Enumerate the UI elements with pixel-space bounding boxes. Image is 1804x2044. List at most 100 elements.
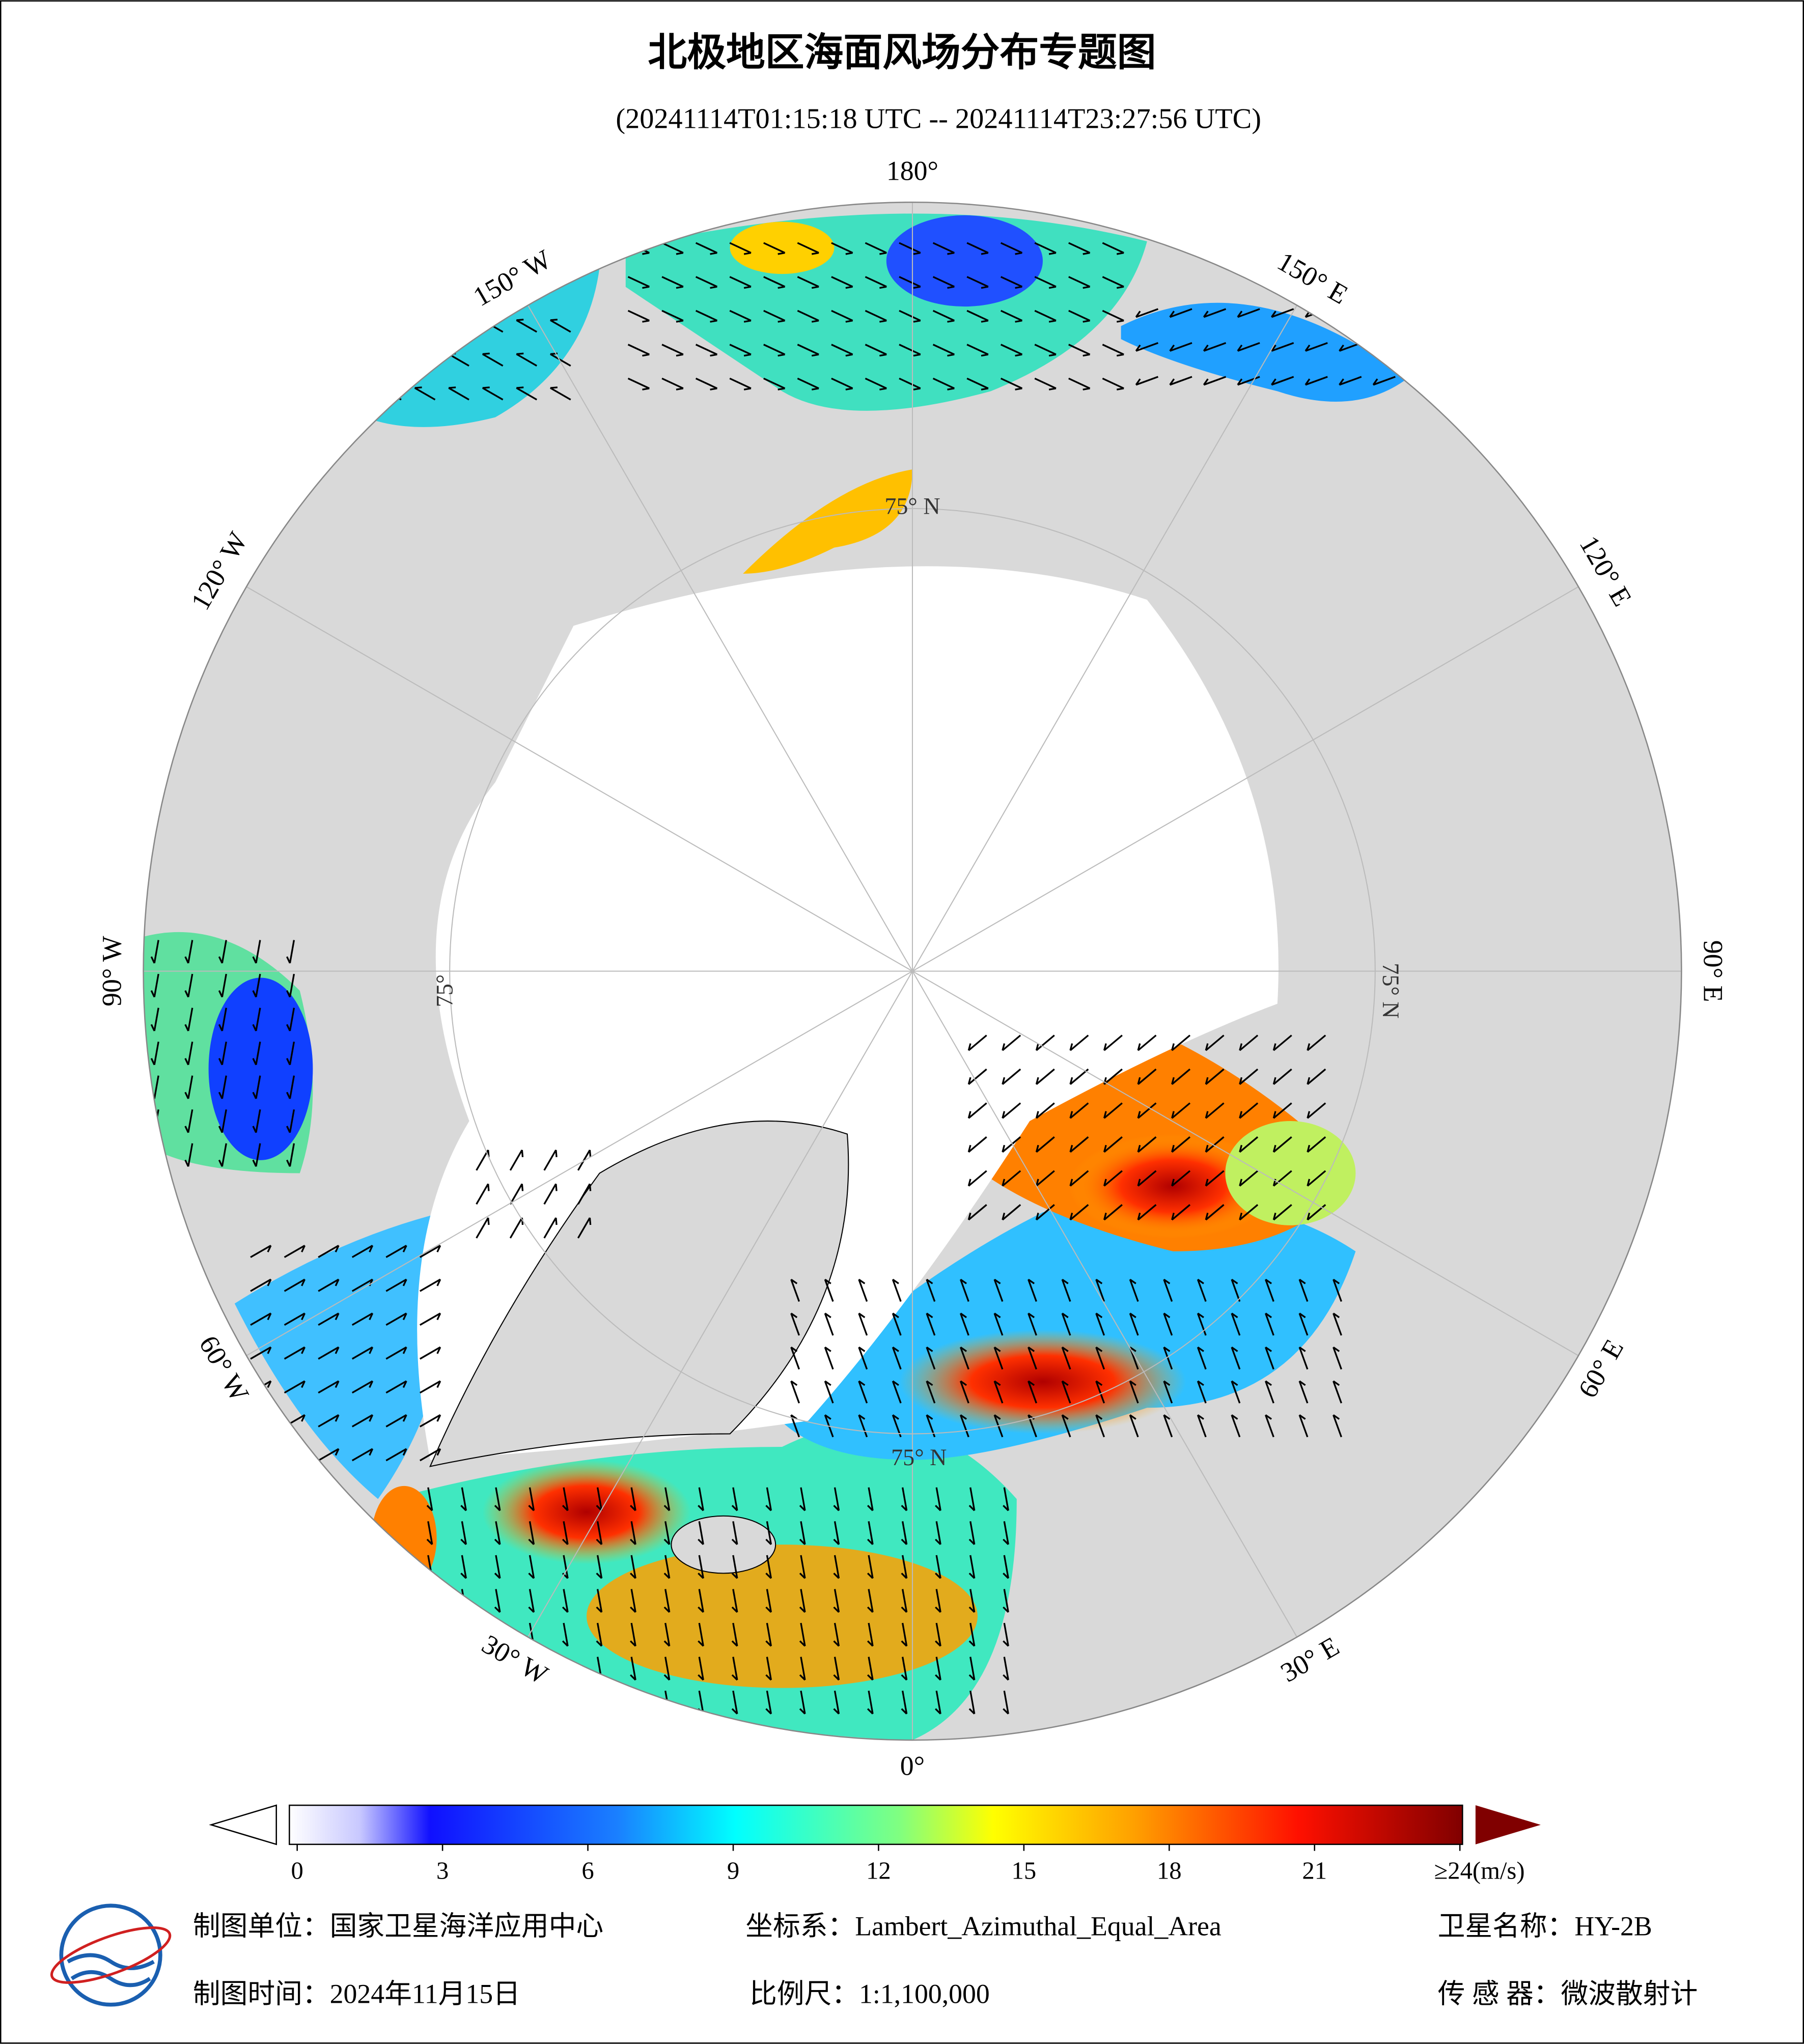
wind-arrow [1002, 1068, 1021, 1085]
wind-arrow [630, 1521, 636, 1545]
wind-arrow [1103, 1170, 1123, 1187]
wind-arrow [901, 1589, 908, 1613]
wind-arrow [1171, 1034, 1191, 1051]
meridian [912, 305, 1298, 972]
meridian [912, 971, 1298, 1638]
wind-arrow [1231, 1346, 1241, 1370]
wind-arrow [799, 1657, 806, 1681]
wind-arrow [1069, 1068, 1089, 1085]
wind-arrow [1135, 376, 1158, 386]
wind-arrow [790, 1380, 800, 1404]
wind-arrow [562, 1555, 569, 1579]
wind-arrow [1068, 377, 1091, 390]
wind-arrow [1272, 1102, 1292, 1119]
wind-arrow [695, 310, 718, 323]
wind-arrow [731, 1555, 738, 1579]
wind-arrow [1270, 376, 1294, 386]
wind-arrow [967, 1034, 987, 1051]
wind-arrow [448, 386, 469, 401]
wind-arrow [318, 1346, 340, 1360]
wind-arrow [765, 1622, 772, 1647]
wind-arrow [1068, 276, 1091, 289]
wind-arrow [562, 1521, 569, 1545]
wind-arrow [1203, 342, 1227, 352]
lat-label: 75° N [1378, 963, 1404, 1018]
wind-arrow [932, 276, 955, 289]
wind-arrow [867, 1690, 874, 1715]
footer-sensor: 传 感 器：微波散射计 [1438, 1979, 1698, 2009]
wind-arrow [284, 1346, 306, 1360]
wind-arrow [150, 1007, 159, 1031]
map-title: 北极地区海面风场分布专题图 [648, 30, 1156, 75]
wind-arrow [218, 973, 227, 998]
wind-arrow [543, 1217, 558, 1239]
wind-arrow [824, 1380, 834, 1404]
wind-arrow [1102, 377, 1124, 390]
map-border [143, 201, 1682, 1741]
map-subtitle: (20241114T01:15:18 UTC -- 20241114T23:27… [616, 103, 1261, 134]
wind-arrow [966, 344, 989, 357]
greenland [429, 1121, 849, 1467]
wind-arrow [1035, 1034, 1055, 1051]
wind-arrow [1264, 1414, 1274, 1438]
lat-label: 75° [432, 974, 458, 1007]
wind-arrow [867, 1622, 874, 1647]
wind-arrow [1002, 1136, 1021, 1153]
wind-arrow [482, 386, 504, 401]
wind-arrow [892, 1380, 902, 1404]
wind-arrow [968, 1690, 976, 1715]
colorbar-tick-label: 12 [866, 1857, 891, 1884]
wind-arrow [494, 1555, 501, 1579]
wind-arrow [932, 242, 955, 255]
wind-arrow [1137, 1204, 1157, 1221]
wind-arrow [184, 1007, 193, 1031]
wind-arrow [562, 1589, 569, 1613]
wind-arrow [968, 1622, 976, 1647]
footer-date: 制图时间：2024年11月15日 [193, 1979, 520, 2009]
wind-arrow [797, 242, 819, 255]
wind-arrow [1003, 1622, 1009, 1647]
wind-arrow [867, 1589, 874, 1613]
wind-arrow [252, 1109, 261, 1133]
wind-arrow [1307, 1204, 1326, 1221]
colorbar-bar [289, 1804, 1463, 1845]
wind-arrows [150, 242, 1396, 1715]
wind-arrow [596, 1487, 603, 1511]
wind-arrow [1270, 342, 1294, 352]
wind-arrow [630, 1622, 636, 1647]
map-body [143, 202, 1682, 1741]
wind-arrow [901, 1622, 908, 1647]
wind-arrow [250, 1346, 272, 1360]
wind-arrow [460, 1555, 467, 1579]
wind-arrow [318, 1312, 340, 1326]
wind-arrow [351, 1380, 374, 1394]
wind-arrow [1205, 1136, 1225, 1153]
wind-arrow [252, 1143, 261, 1167]
wind-arrow [284, 1278, 306, 1292]
wind-arrow [661, 242, 684, 255]
wind-arrow [1103, 1068, 1123, 1085]
footer-scale: 比例尺：1:1,100,000 [750, 1979, 990, 2009]
wind-arrow [252, 1075, 261, 1099]
wind-arrow [1237, 308, 1260, 318]
wind-arrow [663, 1657, 671, 1681]
wind-arrow [577, 1150, 592, 1171]
wind-arrow [1129, 1380, 1139, 1404]
wind-arrow [596, 1622, 603, 1647]
wind-arrow [252, 1007, 261, 1031]
colorbar-low-arrow [209, 1804, 277, 1845]
wind-arrow [351, 1346, 374, 1360]
wind-arrow [765, 1555, 772, 1579]
wind-arrow [1231, 1312, 1241, 1336]
meridian [246, 586, 913, 972]
wind-arrow [1102, 310, 1124, 323]
wind-arrow [1002, 1204, 1021, 1221]
wind-arrow [1135, 342, 1158, 352]
wind-arrow [799, 1690, 806, 1715]
wind-arrow [385, 1346, 407, 1360]
colorbar-tick-label: 21 [1302, 1857, 1327, 1884]
wind-arrow [899, 377, 921, 390]
wind-arrow [698, 1521, 704, 1545]
wind-arrow [926, 1380, 936, 1404]
wind-arrow [1169, 376, 1192, 386]
